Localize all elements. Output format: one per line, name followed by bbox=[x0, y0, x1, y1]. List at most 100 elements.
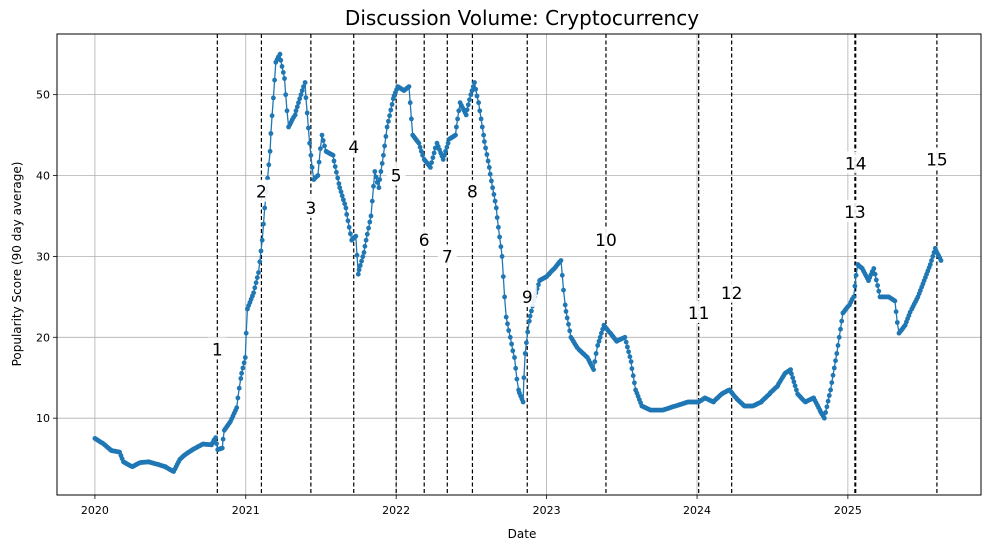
data-point bbox=[597, 334, 603, 340]
data-point bbox=[506, 328, 512, 333]
data-point bbox=[366, 225, 371, 231]
data-point bbox=[348, 231, 353, 237]
data-point bbox=[420, 152, 425, 158]
data-point bbox=[824, 404, 830, 410]
data-point bbox=[630, 373, 636, 379]
data-point bbox=[346, 224, 352, 230]
data-point bbox=[442, 152, 447, 158]
data-point bbox=[464, 107, 470, 113]
data-point bbox=[892, 298, 898, 304]
data-point bbox=[440, 157, 446, 162]
data-point bbox=[628, 359, 634, 364]
data-point bbox=[853, 272, 859, 278]
data-point bbox=[252, 285, 258, 291]
data-point bbox=[307, 140, 312, 146]
data-point bbox=[331, 158, 337, 164]
data-point bbox=[629, 366, 635, 371]
data-point bbox=[361, 250, 367, 255]
data-point bbox=[261, 221, 266, 227]
data-point bbox=[335, 175, 341, 181]
data-point bbox=[306, 125, 311, 131]
data-point bbox=[302, 80, 308, 85]
data-point bbox=[482, 139, 487, 145]
data-point bbox=[409, 116, 414, 122]
event-label-background bbox=[301, 195, 321, 218]
data-point bbox=[271, 95, 276, 101]
data-point bbox=[389, 102, 395, 107]
data-point bbox=[875, 283, 880, 288]
data-point bbox=[369, 198, 375, 204]
event-label-background bbox=[517, 284, 537, 307]
data-point bbox=[838, 326, 843, 332]
data-point bbox=[484, 152, 490, 157]
data-point bbox=[444, 144, 450, 150]
data-point bbox=[259, 237, 265, 243]
event-label-background bbox=[716, 280, 747, 303]
x-axis-label: Date bbox=[508, 527, 537, 541]
event-label: 2 bbox=[256, 183, 267, 203]
data-point bbox=[503, 314, 509, 320]
data-point bbox=[563, 309, 569, 314]
data-point bbox=[513, 365, 519, 371]
event-label: 9 bbox=[522, 288, 533, 308]
data-point bbox=[262, 205, 268, 211]
data-point bbox=[341, 197, 346, 203]
x-tick-label: 2023 bbox=[533, 504, 561, 517]
data-point bbox=[322, 143, 327, 149]
data-point bbox=[293, 108, 299, 114]
data-point bbox=[507, 334, 513, 340]
data-point bbox=[453, 132, 458, 138]
data-point bbox=[632, 380, 637, 386]
data-point bbox=[851, 294, 857, 300]
x-tick-label: 2024 bbox=[683, 504, 711, 517]
event-label: 15 bbox=[926, 150, 948, 170]
data-point bbox=[509, 341, 514, 347]
data-point bbox=[445, 140, 451, 146]
data-point bbox=[794, 387, 799, 393]
data-point bbox=[242, 355, 248, 360]
data-point bbox=[418, 148, 424, 154]
data-point bbox=[465, 102, 471, 108]
data-point bbox=[315, 173, 321, 178]
event-label: 14 bbox=[845, 154, 867, 174]
data-point bbox=[483, 145, 488, 151]
data-point bbox=[353, 233, 359, 239]
data-point bbox=[894, 320, 900, 325]
data-point bbox=[520, 399, 526, 405]
data-point bbox=[524, 340, 529, 346]
data-point bbox=[376, 185, 382, 191]
data-point bbox=[298, 92, 304, 98]
data-point bbox=[479, 124, 485, 130]
data-point bbox=[214, 441, 219, 446]
data-point bbox=[282, 76, 287, 81]
data-point bbox=[377, 177, 383, 183]
data-point bbox=[790, 375, 796, 381]
data-point bbox=[927, 262, 933, 267]
data-point bbox=[251, 290, 256, 296]
event-label: 10 bbox=[595, 231, 617, 251]
data-point bbox=[299, 88, 305, 93]
x-tick-label: 2020 bbox=[81, 504, 109, 517]
data-point bbox=[623, 339, 629, 345]
data-point bbox=[407, 100, 413, 106]
y-tick-label: 50 bbox=[36, 89, 50, 102]
data-point bbox=[596, 338, 602, 344]
data-point bbox=[379, 161, 385, 166]
chart-title: Discussion Volume: Cryptocurrency bbox=[345, 6, 699, 30]
data-point bbox=[558, 258, 564, 263]
data-point bbox=[529, 308, 534, 314]
y-axis-label: Popularity Score (90 day average) bbox=[10, 162, 24, 367]
data-point bbox=[257, 259, 263, 265]
data-point bbox=[622, 334, 628, 340]
data-point bbox=[362, 243, 368, 249]
data-point bbox=[368, 213, 374, 219]
event-label: 4 bbox=[348, 138, 359, 158]
data-point bbox=[522, 351, 528, 356]
data-point bbox=[258, 248, 264, 254]
data-point bbox=[382, 143, 387, 149]
data-point bbox=[512, 355, 517, 360]
event-label: 13 bbox=[844, 203, 866, 223]
event-label: 1 bbox=[212, 340, 223, 360]
